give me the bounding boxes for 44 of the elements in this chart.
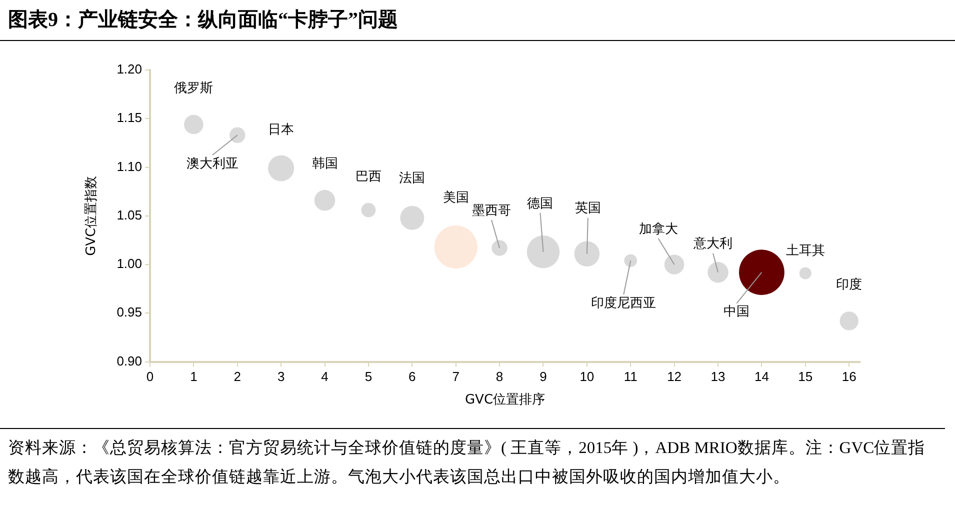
y-tick-label: 0.90 [116, 353, 142, 368]
x-tick-label: 7 [452, 369, 460, 384]
x-tick-label: 0 [146, 369, 154, 384]
x-tick-label: 9 [540, 369, 547, 384]
x-tick-label: 8 [496, 369, 504, 384]
x-tick-label: 6 [408, 369, 416, 384]
chart-title: 图表9：产业链安全：纵向面临“卡脖子”问题 [8, 8, 398, 33]
x-tick-label: 15 [798, 369, 813, 384]
x-tick-label: 5 [364, 369, 372, 384]
series-label: 中国 [724, 304, 750, 320]
y-tick-label: 1.15 [116, 110, 142, 126]
x-tick-label: 13 [710, 369, 726, 384]
x-tick-label: 11 [624, 369, 638, 384]
series-label: 韩国 [312, 156, 338, 172]
x-tick-label: 10 [580, 369, 594, 384]
series-label: 巴西 [355, 169, 382, 184]
y-tick-label: 0.95 [116, 304, 142, 320]
x-tick-label: 16 [842, 369, 856, 384]
series-label: 意大利 [692, 236, 732, 252]
series-label: 日本 [268, 122, 294, 138]
series-label: 印度 [836, 276, 862, 292]
series-label: 澳大利亚 [186, 156, 238, 172]
text: 英国 [574, 201, 601, 216]
x-tick-label: 12 [667, 369, 682, 384]
x-tick-label: 4 [321, 369, 328, 384]
x-axis-title: GVC位置排序 [464, 392, 546, 408]
y-axis-title: GVC位置指数 [84, 176, 100, 256]
series-label: 德国 [527, 196, 554, 212]
y-tick-label: 1.00 [116, 256, 142, 272]
x-tick-label: 1 [190, 369, 198, 384]
x-tick-label: 2 [234, 369, 241, 384]
x-tick-label: 3 [277, 369, 285, 384]
x-tick-label: 14 [754, 369, 769, 384]
text: 印度尼西亚 [591, 295, 656, 312]
y-tick-label: 1.20 [116, 62, 142, 77]
series-label: 土耳其 [786, 244, 825, 259]
text: 资料来源：《总贸易核算法：官方贸易统计与全球价值链的度量》( 王直等，2015年 )，ADB MRIO数据库。注：GVC位置指数越高，代表该国在全球价值链越靠近上游。气泡大小代表该国总出口中被国外吸收的国内增加值大小。 [0, 428, 945, 491]
series-label: 俄罗斯 [174, 80, 214, 96]
series-label: 加拿大 [638, 222, 678, 237]
y-tick-label: 1.05 [116, 207, 142, 222]
series-label: 美国 [442, 189, 469, 206]
series-label: 墨西哥 [472, 203, 512, 218]
y-tick-label: 1.10 [116, 158, 142, 174]
series-label: 法国 [399, 171, 426, 186]
